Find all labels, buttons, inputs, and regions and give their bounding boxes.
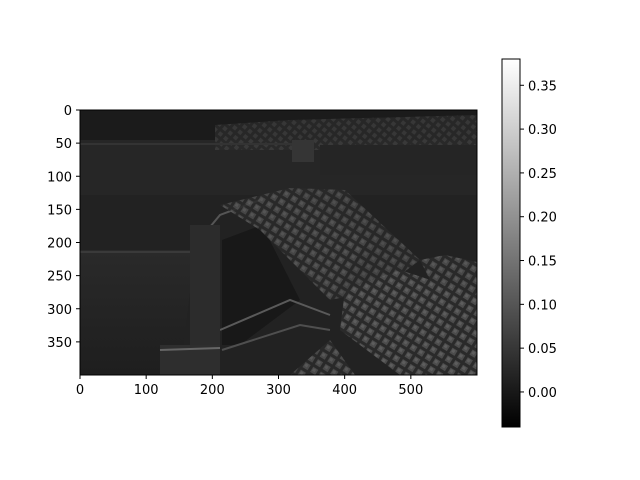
barrier-rail [159, 347, 221, 351]
y-tick-label: 300 [47, 303, 72, 318]
colorbar-tick-label: 0.00 [528, 386, 557, 401]
x-tick-label: 100 [134, 383, 159, 398]
stand-section-right [340, 270, 477, 375]
walkway-railing-2 [219, 298, 331, 331]
x-axis-ticks: 0 100 200 300 400 500 [76, 375, 423, 398]
upper-railing [80, 143, 310, 145]
colorbar-tick-label: 0.20 [528, 211, 557, 226]
colorbar-ticks: 0.00 0.05 0.10 0.15 0.20 0.25 0.30 0.35 [520, 79, 557, 401]
pillar [292, 140, 314, 162]
colorbar-tick-label: 0.25 [528, 167, 557, 182]
stand-section-middle [290, 188, 420, 300]
y-tick-label: 50 [55, 137, 72, 152]
upper-seating [215, 115, 477, 150]
colorbar-tick-label: 0.05 [528, 342, 557, 357]
y-tick-label: 200 [47, 237, 72, 252]
y-tick-label: 350 [47, 336, 72, 351]
y-tick-label: 150 [47, 203, 72, 218]
x-tick-label: 400 [332, 383, 357, 398]
x-tick-label: 500 [398, 383, 423, 398]
heatmap-image [80, 110, 477, 375]
colorbar-tick-label: 0.10 [528, 298, 557, 313]
stand-section-far-right [420, 255, 477, 295]
colorbar-tick-label: 0.35 [528, 79, 557, 94]
left-stand [190, 225, 220, 345]
x-tick-label: 300 [266, 383, 291, 398]
y-axis-ticks: 0 50 100 150 200 250 300 350 [47, 104, 80, 351]
colorbar-gradient [502, 59, 520, 427]
x-tick-label: 0 [76, 383, 84, 398]
walkway-railing-3 [221, 323, 331, 351]
colorbar-tick-label: 0.15 [528, 255, 557, 270]
court-floor [80, 250, 195, 375]
stand-section-left [220, 188, 370, 300]
central-pit [222, 225, 300, 345]
y-tick-label: 0 [64, 104, 72, 119]
y-tick-label: 100 [47, 170, 72, 185]
stand-section-bottom [290, 340, 355, 375]
y-tick-label: 250 [47, 270, 72, 285]
colorbar-frame [501, 58, 521, 428]
colorbar-tick-label: 0.30 [528, 123, 557, 138]
x-tick-label: 200 [200, 383, 225, 398]
right-wall-band [320, 145, 477, 175]
